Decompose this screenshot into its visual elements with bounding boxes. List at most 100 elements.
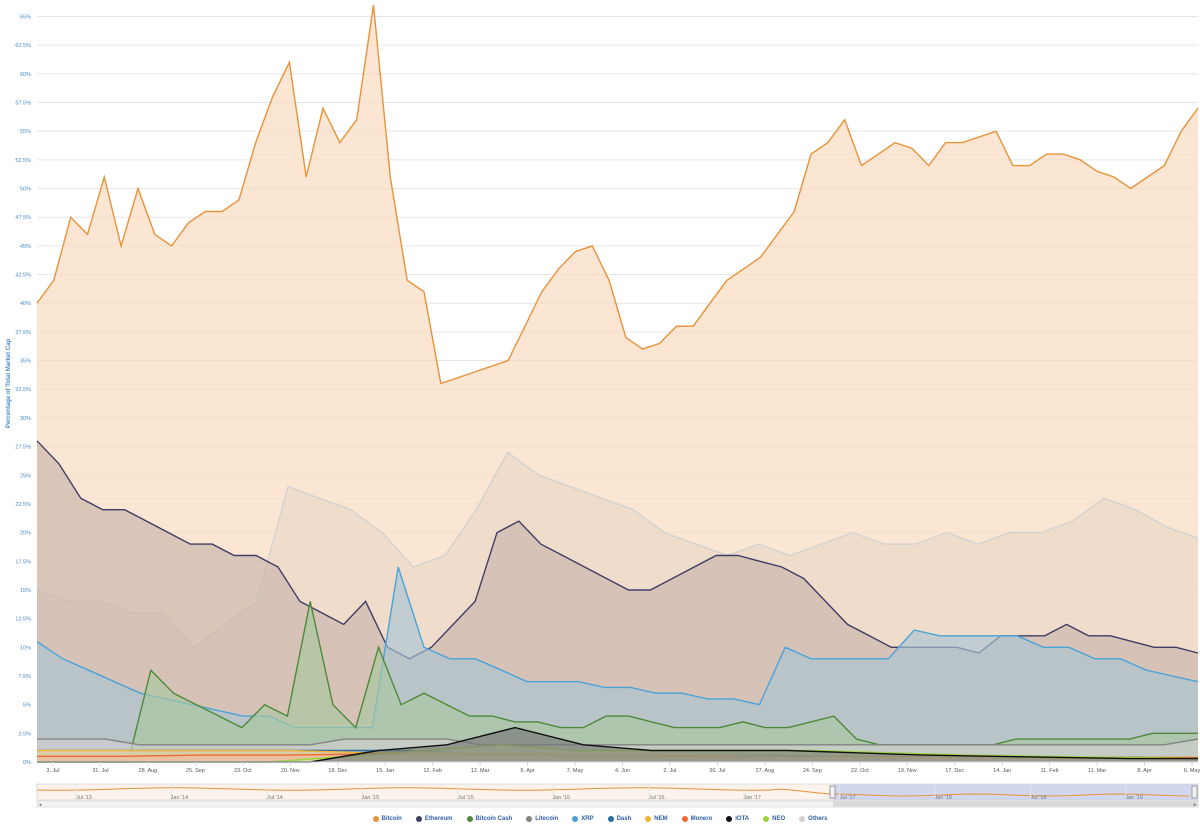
legend-marker-icon [466,816,473,822]
legend-item-dash[interactable]: Dash [607,812,631,826]
legend-marker-icon [763,816,770,822]
x-tick-label: 18. Dec [328,768,347,774]
y-tick-label: 35% [20,359,31,365]
x-tick-label: 27. Aug [756,768,775,774]
x-tick-label: 31. Jul [92,768,108,774]
y-tick-label: 25% [20,473,31,479]
x-tick-label: 30. Jul [709,768,725,774]
y-tick-label: 57.5% [15,100,31,106]
y-tick-label: 20% [20,531,31,537]
y-axis-title: Percentage of Total Market Cap [6,339,12,429]
navigator-tick-label: Jul '15 [458,795,474,801]
y-tick-label: 47.5% [15,215,31,221]
y-tick-label: 17.5% [15,559,31,565]
x-tick-label: 7. May [567,768,584,774]
navigator-selected-range [833,784,1198,800]
navigator-tick-label: Jan '18 [934,795,952,801]
legend-marker-icon [726,816,733,822]
y-tick-label: 2.5% [18,731,31,737]
y-tick-label: 7.5% [18,674,31,680]
navigator-tick-label: Jul '14 [267,795,283,801]
legend-label: XRP [581,816,594,822]
x-tick-label: 23. Oct [234,768,252,774]
y-tick-label: 50% [20,187,31,193]
legend-marker-icon [799,816,806,822]
y-tick-label: 37.5% [15,330,31,336]
legend-label: Bitcoin Cash [475,816,513,822]
y-tick-label: 0% [23,760,31,766]
y-tick-label: 12.5% [15,617,31,623]
legend-label: NEO [772,816,786,822]
legend-marker-icon [645,816,652,822]
legend-label: Ethereum [424,816,453,822]
legend-item-monero[interactable]: Monero [681,812,713,826]
y-tick-label: 40% [20,301,31,307]
navigator-left-handle [829,785,836,799]
x-tick-label: 25. Sep [186,768,205,774]
series-area-xrp [37,567,1198,762]
x-tick-label: 17. Dec [945,768,964,774]
x-tick-label: 6. May [1184,768,1200,774]
y-tick-label: 32.5% [15,387,31,393]
x-tick-label: 12. Mar [471,768,490,774]
chart-legend: Bitcoin Ethereum Bitcoin Cash Litecoin XRP Da… [0,812,1200,826]
y-tick-label: 65% [20,14,31,20]
legend-item-others[interactable]: Others [799,812,828,826]
series-line-bitcoin [36,4,1199,385]
series-area-bitcoin-cash [37,601,1198,762]
y-tick-label: 5% [23,703,31,709]
legend-marker-icon [572,816,579,822]
x-tick-label: 19. Nov [898,768,917,774]
legend-label: Litecoin [535,816,559,822]
y-tick-label: 42.5% [15,273,31,279]
x-tick-label: 15. Jan [376,768,394,774]
y-tick-label: 55% [20,129,31,135]
series-line-bitcoin-cash [37,601,1198,763]
x-tick-label: 9. Apr [520,768,535,774]
legend-item-xrp[interactable]: XRP [572,812,594,826]
x-tick-label: 24. Sep [803,768,822,774]
navigator-tick-label: Jan '19 [1125,795,1143,801]
x-tick-label: 8. Apr [1137,768,1152,774]
legend-item-nem[interactable]: NEM [645,812,668,826]
y-tick-label: 30% [20,416,31,422]
scrollbar-thumb [833,801,1198,807]
x-tick-label: 22. Oct [851,768,869,774]
y-tick-label: 10% [20,645,31,651]
x-tick-label: 11. Feb [1041,768,1059,774]
legend-item-bitcoin[interactable]: Bitcoin [372,812,402,826]
legend-item-iota[interactable]: IOTA [726,812,749,826]
y-tick-label: 27.5% [15,445,31,451]
x-tick-label: 12. Feb [423,768,442,774]
legend-label: Monero [690,816,713,822]
navigator-tick-label: Jul '18 [1031,795,1047,801]
legend-label: IOTA [735,816,750,822]
legend-item-ethereum[interactable]: Ethereum [415,812,453,826]
y-tick-label: 60% [20,72,31,78]
x-tick-label: 20. Nov [281,768,300,774]
series-area-iota [37,727,1198,762]
legend-item-litecoin[interactable]: Litecoin [526,812,558,826]
navigator-tick-label: Jan '17 [743,795,761,801]
y-tick-label: 22.5% [15,502,31,508]
navigator-tick-label: Jul '17 [840,795,856,801]
legend-marker-icon [681,816,688,822]
x-tick-label: 2. Jul [663,768,676,774]
legend-label: NEM [654,816,668,822]
legend-marker-icon [607,816,614,822]
legend-marker-icon [415,816,422,822]
navigator-series-line [36,787,1190,797]
x-tick-label: 4. Jun [615,768,630,774]
x-tick-label: 3. Jul [46,768,59,774]
legend-label: Bitcoin [381,816,402,822]
legend-marker-icon [526,816,533,822]
y-tick-label: 15% [20,588,31,594]
legend-item-neo[interactable]: NEO [763,812,785,826]
navigator-tick-label: Jan '15 [362,795,380,801]
legend-marker-icon [372,816,379,822]
legend-item-bitcoin-cash[interactable]: Bitcoin Cash [466,812,513,826]
scrollbar-right-arrow-icon: ▸ [1194,802,1197,808]
y-tick-label: 62.5% [15,43,31,49]
